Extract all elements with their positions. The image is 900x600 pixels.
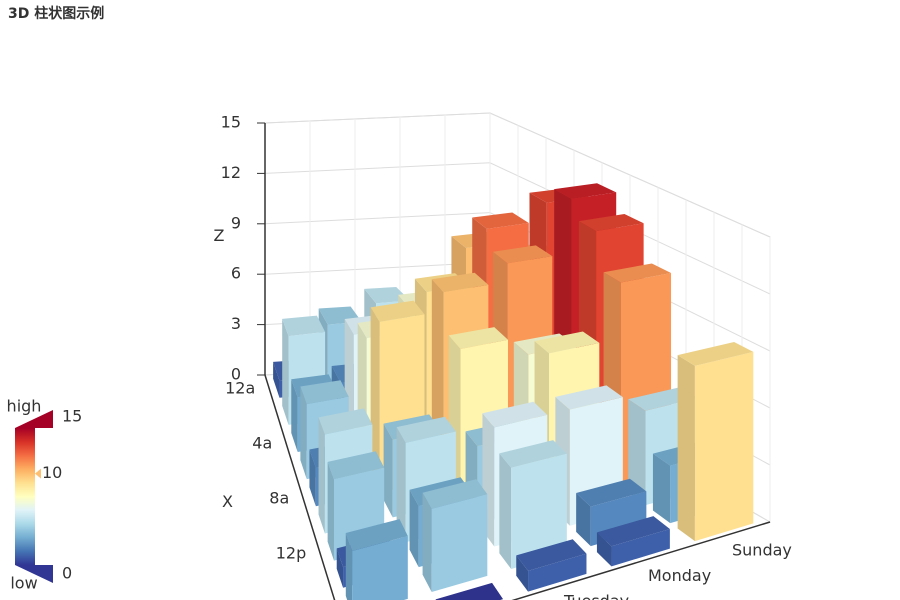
bar-side	[300, 386, 307, 480]
z-tick-label: 3	[231, 314, 241, 333]
bar-top	[422, 479, 488, 509]
x-tick-label: 4p	[303, 598, 323, 600]
bar-side	[422, 492, 432, 592]
bar-side	[628, 399, 646, 506]
y-tick-label: Monday	[648, 566, 711, 585]
handle-high	[15, 410, 53, 428]
bar-top	[396, 416, 456, 443]
bar-top	[677, 342, 754, 366]
bar-top	[435, 582, 504, 600]
bar-top	[554, 183, 617, 199]
bar-top	[431, 272, 489, 293]
bar-top	[370, 300, 425, 322]
bar-side	[516, 555, 529, 592]
bar-top	[534, 331, 600, 354]
indicator	[35, 468, 41, 479]
visual-map-low: low	[10, 574, 37, 593]
bar-top	[318, 408, 373, 435]
bar	[499, 440, 567, 570]
bar-side	[677, 355, 695, 542]
bar-side	[383, 423, 393, 518]
bar-top	[345, 519, 408, 551]
visual-map-max: 15	[62, 407, 82, 426]
bar-top	[555, 385, 623, 410]
z-tick-label: 12	[221, 163, 241, 182]
visual-map-min: 0	[62, 564, 72, 583]
x-axis-name: X	[222, 492, 233, 511]
visual-map-bar	[15, 428, 35, 565]
bar-front	[431, 494, 488, 592]
bar-side	[273, 361, 280, 398]
x-tick-label: 4a	[252, 433, 272, 452]
bar-top	[327, 451, 385, 480]
bar	[345, 519, 408, 600]
x-axis	[264, 374, 336, 600]
bar-side	[282, 318, 289, 425]
bar-front	[611, 528, 670, 567]
chart-title: 3D 柱状图示例	[8, 5, 104, 22]
handle-low	[15, 565, 53, 583]
bar-side	[396, 427, 406, 543]
bar-side	[370, 307, 380, 493]
bar-top	[516, 539, 587, 571]
bar-side	[345, 533, 353, 600]
bar-side	[327, 461, 334, 561]
bar-front	[511, 453, 567, 570]
bar-top	[448, 327, 508, 349]
x-tick-label: 12a	[225, 378, 255, 397]
z-tick-label: 15	[221, 113, 241, 132]
bar	[596, 516, 670, 567]
bars	[273, 183, 754, 600]
bar-top	[603, 263, 672, 283]
bar	[422, 479, 488, 592]
bar-side	[336, 548, 344, 588]
x-tick-label: 12p	[276, 543, 307, 562]
bar-side	[291, 379, 298, 453]
bar	[677, 342, 754, 542]
x-tick-label: 8a	[269, 488, 289, 507]
bar-top	[300, 380, 349, 405]
bar-top	[499, 440, 567, 468]
visual-map-high: high	[7, 397, 42, 416]
bar-top	[596, 516, 670, 547]
z-tick-label: 0	[231, 365, 241, 384]
indicator-label: 10	[42, 463, 62, 482]
bar-top	[282, 315, 326, 337]
y-axis	[511, 521, 771, 600]
bar-side	[409, 489, 419, 568]
bar-front	[694, 351, 754, 542]
bar-top	[578, 214, 644, 232]
z-tick-label: 6	[231, 264, 241, 283]
y-tick-label: Sunday	[732, 540, 792, 559]
bar-top	[576, 478, 647, 507]
visual-map: high low 15 0 10	[7, 397, 83, 593]
bar	[435, 582, 504, 600]
bar-top	[482, 401, 548, 428]
bar-top	[493, 245, 553, 264]
bar-side	[596, 532, 612, 567]
bar-side	[309, 449, 316, 507]
bar-side	[318, 417, 325, 534]
y-tick-label: Tuesday	[563, 592, 629, 600]
z-tick-label: 9	[231, 213, 241, 232]
axes: 0 3 6 9 12 15 12a 4a 8a 12p 4p Sunday Monday Tuesday X…	[214, 113, 792, 600]
bar-front	[352, 536, 408, 600]
bar-front	[528, 553, 587, 592]
z-axis-name: Z	[214, 226, 225, 245]
bar-side	[499, 453, 512, 570]
bar	[516, 539, 587, 592]
bar-side	[576, 492, 591, 547]
bar-top	[472, 212, 529, 229]
bar-side	[652, 453, 671, 524]
